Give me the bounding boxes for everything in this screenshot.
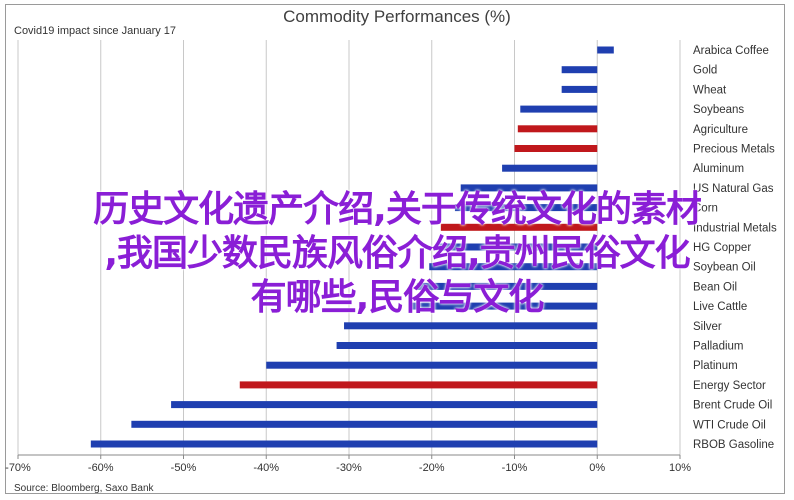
- category-label: WTI Crude Oil: [693, 419, 766, 431]
- category-label: Soybeans: [693, 104, 744, 116]
- bar: [561, 85, 598, 93]
- bar: [454, 204, 598, 212]
- x-tick-label: -20%: [419, 462, 445, 474]
- overlay-line-3: 有哪些,民俗与文化: [250, 277, 545, 318]
- category-label: RBOB Gasoline: [693, 439, 774, 451]
- x-tick-label: -30%: [336, 462, 362, 474]
- bar: [344, 322, 598, 330]
- bar: [336, 342, 598, 349]
- bar: [561, 66, 598, 74]
- category-label: Energy Sector: [693, 380, 766, 392]
- category-label: Palladium: [693, 341, 744, 353]
- category-label: Silver: [693, 321, 722, 333]
- chart-source: Source: Bloomberg, Saxo Bank: [14, 483, 154, 494]
- category-label: Live Cattle: [693, 301, 747, 313]
- category-label: Bean Oil: [693, 281, 737, 293]
- category-label: Precious Metals: [693, 144, 775, 156]
- chart-title: Commodity Performances (%): [283, 7, 511, 26]
- category-label: Agriculture: [693, 124, 748, 136]
- x-tick-label: -70%: [5, 462, 31, 474]
- category-label: Platinum: [693, 360, 738, 372]
- bar: [429, 263, 598, 271]
- x-tick-label: 0%: [589, 462, 605, 474]
- category-label: Industrial Metals: [693, 222, 777, 234]
- bar: [266, 361, 598, 369]
- overlay-text: 历史文化遗产介绍,关于传统文化的素材 ,我国少数民族风俗介绍,贵州民俗文化 有哪…: [0, 188, 794, 320]
- overlay-line-2: ,我国少数民族风俗介绍,贵州民俗文化: [104, 233, 690, 274]
- bar: [460, 184, 598, 192]
- category-label: Corn: [693, 203, 718, 215]
- overlay-line-1: 历史文化遗产介绍,关于传统文化的素材: [93, 189, 702, 230]
- category-label: Brent Crude Oil: [693, 400, 772, 412]
- category-label: Wheat: [693, 84, 727, 96]
- x-tick-label: -50%: [171, 462, 197, 474]
- chart-subtitle: Covid19 impact since January 17: [14, 25, 177, 37]
- bar: [239, 381, 598, 389]
- x-tick-label: 10%: [669, 462, 691, 474]
- bar: [435, 243, 598, 251]
- x-tick-label: -60%: [88, 462, 114, 474]
- category-label: Aluminum: [693, 163, 744, 175]
- category-label: Arabica Coffee: [693, 45, 769, 57]
- bar: [440, 223, 598, 231]
- bar: [514, 145, 598, 152]
- bar: [90, 440, 598, 448]
- x-tick-label: -10%: [502, 462, 528, 474]
- category-label: HG Copper: [693, 242, 751, 254]
- bar: [520, 105, 598, 113]
- category-label: Gold: [693, 65, 717, 77]
- bar: [502, 164, 598, 172]
- bar: [416, 282, 598, 290]
- category-label: US Natural Gas: [693, 183, 774, 195]
- bar: [171, 401, 598, 409]
- bar: [411, 302, 598, 310]
- category-label: Soybean Oil: [693, 262, 756, 274]
- bar: [131, 420, 598, 428]
- chart-frame: [5, 4, 785, 494]
- x-tick-label: -40%: [253, 462, 279, 474]
- bar: [597, 46, 614, 54]
- bar: [517, 125, 598, 133]
